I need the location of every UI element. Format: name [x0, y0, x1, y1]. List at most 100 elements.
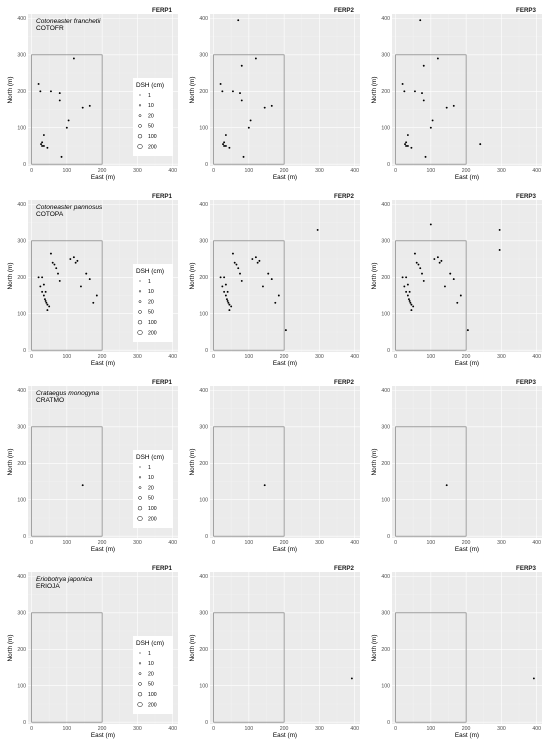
y-tick-label-s1-p0: 100: [17, 312, 26, 318]
y-tick-label-s1-p1: 0: [205, 348, 208, 354]
x-tick-label-s3-p2: 300: [497, 726, 506, 732]
y-tick-label-s1-p0: 400: [17, 202, 26, 208]
tree-point-s0-p1-17: [270, 104, 273, 107]
x-tick-label-s0-p2: 300: [497, 168, 506, 174]
legend-label-2-0: 1: [148, 465, 151, 471]
x-tick-label-s1-p2: 400: [532, 354, 541, 360]
x-tick-label-s0-p1: 400: [350, 168, 359, 174]
y-tick-label-s1-p1: 100: [199, 312, 208, 318]
legend-key-1-1: [138, 290, 142, 293]
y-axis-title-s0-p1: North (m): [189, 77, 196, 104]
tree-point-s0-p0-11: [60, 155, 63, 158]
tree-point-s3-p2-0: [532, 677, 535, 680]
x-tick-label-s1-p2: 0: [394, 354, 397, 360]
plot-boundary-s0-p1: [213, 54, 285, 165]
legend-label-1-1: 10: [148, 289, 154, 295]
plot-boundary-s3-p0: [31, 612, 103, 723]
legend-key-1-4: [137, 320, 143, 325]
tree-point-s1-p0-16: [42, 283, 45, 286]
y-tick-label-s2-p2: 100: [381, 498, 390, 504]
tree-point-s1-p2-10: [415, 261, 418, 264]
tree-point-s0-p0-15: [81, 106, 84, 109]
legend-title-3: DSH (cm): [136, 640, 164, 647]
tree-point-s0-p2-16: [445, 106, 448, 109]
tree-point-s1-p2-25: [452, 278, 455, 281]
tree-point-s0-p1-6: [224, 145, 227, 147]
tree-point-s1-p2-20: [436, 256, 439, 259]
legend-key-0-5: [137, 143, 143, 150]
x-tick-label-s0-p0: 300: [133, 168, 142, 174]
y-tick-label-s1-p1: 300: [199, 239, 208, 245]
tree-point-s2-p2-0: [445, 484, 448, 487]
tree-point-s1-p0-13: [57, 272, 59, 275]
y-tick-label-s0-p2: 0: [387, 162, 390, 168]
x-tick-label-s0-p0: 100: [62, 168, 71, 174]
x-tick-label-s1-p0: 100: [62, 354, 71, 360]
tree-point-s1-p1-1: [221, 285, 224, 288]
y-tick-label-s3-p1: 400: [199, 574, 208, 580]
legend-key-3-2: [138, 672, 142, 675]
tree-point-s0-p1-8: [231, 90, 234, 93]
tree-point-s1-p1-14: [240, 279, 243, 282]
tree-point-s0-p1-16: [263, 106, 266, 109]
y-tick-label-s1-p2: 100: [381, 312, 390, 318]
y-axis-title-s1-p0: North (m): [7, 263, 14, 290]
tree-point-s1-p2-16: [406, 283, 409, 286]
tree-point-s1-p2-4: [407, 298, 410, 301]
x-tick-label-s0-p2: 0: [394, 168, 397, 174]
column-label-s2-p0: FERP1: [152, 379, 173, 386]
tree-point-s1-p0-14: [58, 279, 61, 282]
legend-label-1-2: 20: [148, 299, 154, 305]
y-tick-label-s0-p1: 0: [205, 162, 208, 168]
legend-label-1-4: 100: [148, 320, 157, 326]
tree-point-s0-p2-13: [429, 126, 432, 129]
x-tick-label-s1-p2: 300: [497, 354, 506, 360]
column-label-s3-p1: FERP2: [334, 565, 355, 572]
x-tick-label-s3-p0: 400: [168, 726, 177, 732]
tree-point-s0-p0-5: [41, 145, 44, 147]
legend-label-0-1: 10: [148, 103, 154, 109]
tree-point-s1-p2-30: [429, 223, 432, 226]
tree-point-s1-p0-3: [42, 294, 45, 297]
y-tick-label-s2-p0: 200: [17, 461, 26, 467]
panel-background-s3-p1: [210, 572, 360, 724]
y-tick-label-s3-p2: 200: [381, 647, 390, 653]
tree-point-s1-p2-19: [433, 258, 436, 261]
x-tick-label-s2-p2: 300: [497, 540, 506, 546]
y-tick-label-s3-p1: 0: [205, 720, 208, 726]
y-axis-title-s0-p2: North (m): [371, 77, 378, 104]
tree-point-s1-p1-10: [233, 261, 236, 264]
legend-label-3-4: 100: [148, 692, 157, 698]
tree-point-s1-p1-16: [224, 283, 227, 286]
plot-boundary-s1-p2: [395, 240, 467, 351]
y-tick-label-s3-p2: 100: [381, 684, 390, 690]
legend-key-3-0: [139, 652, 141, 654]
tree-point-s1-p2-2: [405, 290, 408, 293]
x-axis-title-s1-p2: East (m): [455, 360, 479, 367]
tree-point-s1-p1-24: [267, 272, 270, 275]
y-axis-title-s1-p2: North (m): [371, 263, 378, 290]
x-tick-label-s2-p0: 300: [133, 540, 142, 546]
tree-point-s0-p1-13: [247, 126, 250, 129]
tree-point-s1-p1-7: [228, 303, 231, 306]
x-axis-title-s0-p2: East (m): [455, 174, 479, 181]
legend-label-2-3: 50: [148, 496, 154, 502]
legend-label-0-4: 100: [148, 134, 157, 140]
y-tick-label-s3-p0: 300: [17, 611, 26, 617]
tree-point-s1-p2-22: [440, 259, 443, 262]
tree-point-s0-p2-15: [436, 57, 439, 60]
tree-point-s1-p1-12: [237, 267, 240, 270]
y-tick-label-s2-p2: 400: [381, 388, 390, 394]
tree-point-s1-p1-15: [223, 276, 226, 279]
legend-label-1-0: 1: [148, 279, 151, 285]
y-tick-label-s2-p2: 200: [381, 461, 390, 467]
plot-boundary-s0-p2: [395, 54, 467, 165]
legend-key-2-5: [137, 515, 143, 522]
y-axis-title-s2-p2: North (m): [371, 449, 378, 476]
tree-point-s1-p2-6: [409, 301, 412, 304]
tree-point-s1-p0-27: [95, 294, 98, 297]
legend-key-0-0: [139, 94, 141, 96]
y-axis-title-s1-p1: North (m): [189, 263, 196, 290]
legend-key-0-2: [138, 114, 142, 117]
